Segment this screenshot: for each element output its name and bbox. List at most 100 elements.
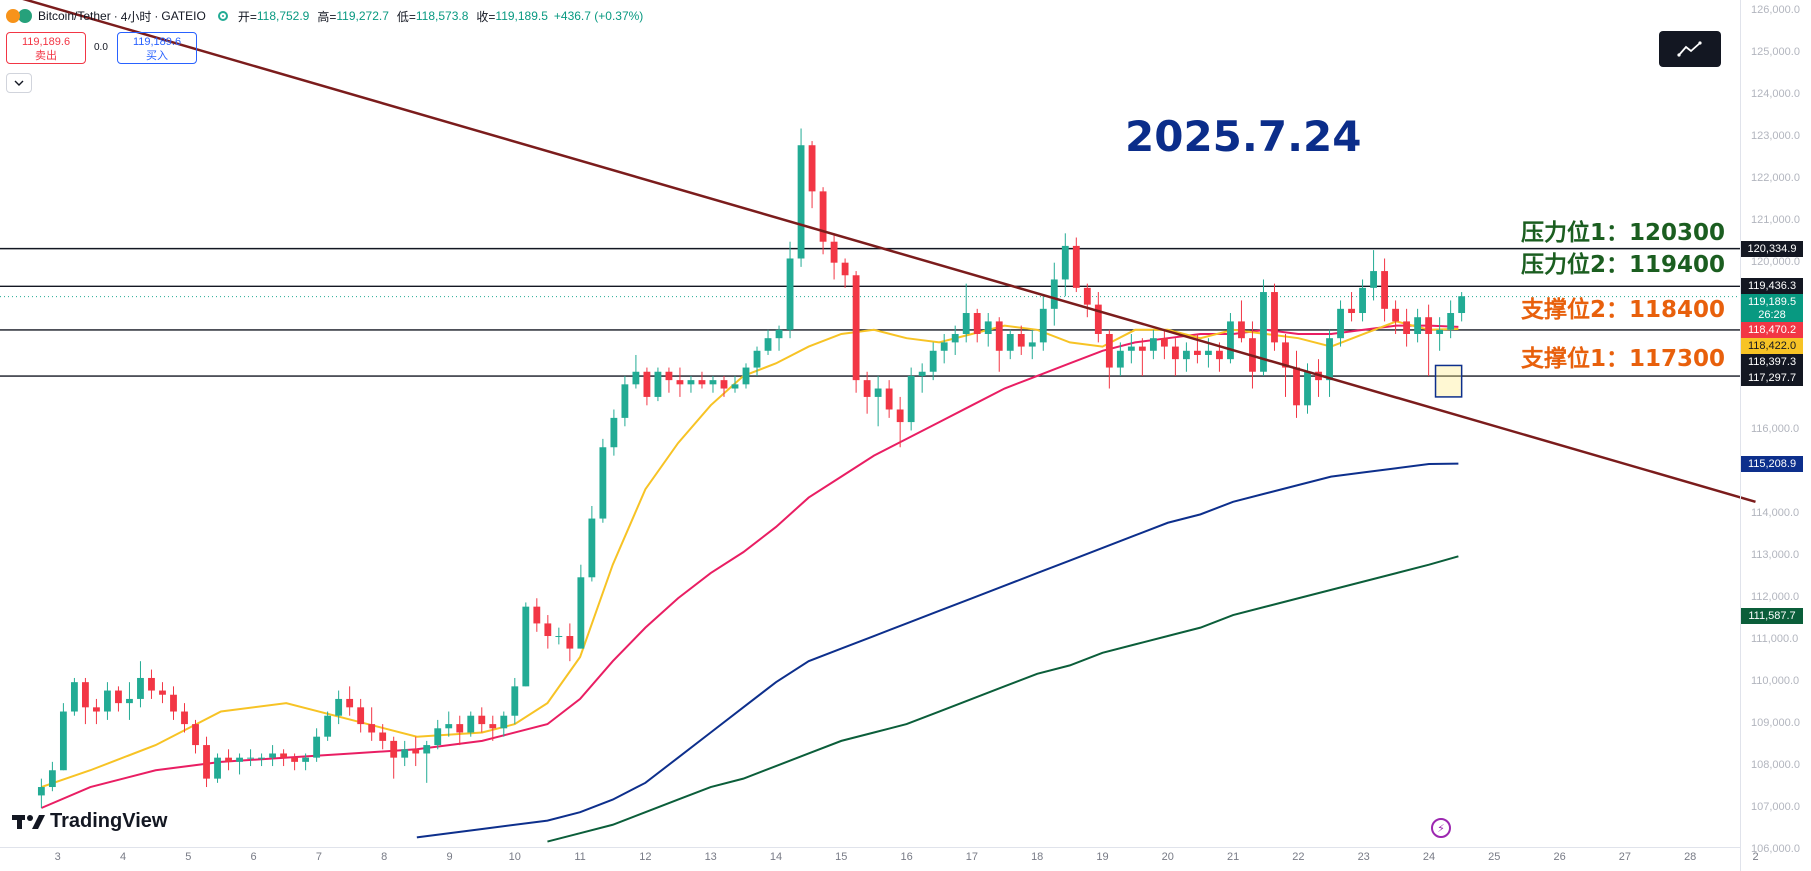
price-tick: 122,000.0 (1751, 171, 1800, 184)
candle-body (731, 384, 739, 389)
sell-price: 119,189.6 (21, 36, 71, 48)
price-tag-value: 118,470.2 (1747, 324, 1797, 337)
date-tick: 20 (1161, 851, 1174, 863)
highlight-box (1434, 364, 1463, 398)
candle-body (753, 350, 761, 368)
candle-body (852, 275, 860, 381)
price-tag-value: 117,297.7 (1747, 372, 1797, 385)
countdown-timer: 26:28 (1758, 309, 1786, 322)
candle-body (59, 711, 67, 771)
candle-body (1205, 350, 1212, 355)
drawing-tool-button[interactable] (1659, 31, 1721, 67)
candle-body (588, 518, 596, 578)
trend-line-icon (1677, 41, 1702, 57)
candle-body (522, 606, 530, 687)
interval-label[interactable]: 4小时 (120, 9, 152, 24)
candle-body (1182, 350, 1190, 360)
date-tick: 25 (1488, 851, 1501, 863)
candle-body (1006, 333, 1014, 351)
market-status-icon[interactable] (217, 11, 228, 21)
candle-body (786, 258, 794, 330)
date-tick: 3 (54, 851, 61, 863)
date-tick: 26 (1553, 851, 1566, 863)
chevron-down-icon (14, 80, 24, 86)
price-tag-value: 118,422.0 (1747, 340, 1797, 353)
candle-body (962, 313, 970, 334)
candle-body (951, 333, 959, 343)
date-tick: 4 (119, 851, 127, 863)
open-value: 118,752.9 (256, 9, 310, 23)
tradingview-logo[interactable]: TradingView (12, 810, 167, 833)
candle-body (918, 371, 926, 376)
candle-body (764, 338, 772, 351)
candle-body (863, 380, 871, 397)
buy-price: 119,189.6 (132, 36, 182, 48)
sell-button[interactable]: 119,189.6 卖出 (6, 32, 86, 64)
close-label: 收= (476, 9, 496, 24)
collapse-legend-button[interactable] (6, 73, 32, 93)
candle-body (929, 350, 937, 372)
candle-body (1359, 287, 1366, 314)
candle-body (1326, 338, 1333, 381)
candle-body (390, 740, 398, 758)
candle-body (445, 724, 453, 729)
date-tick: 21 (1226, 851, 1240, 863)
candle-body (115, 690, 122, 704)
candle-body (973, 313, 981, 334)
candle-body (434, 728, 442, 746)
candle-body (544, 623, 552, 637)
tradingview-logo-text: TradingView (50, 810, 168, 832)
date-tick: 24 (1422, 851, 1436, 863)
tradingview-logo-icon (12, 814, 45, 829)
tether-logo-icon (18, 9, 32, 23)
candle-body (808, 145, 816, 192)
date-tick: 12 (639, 851, 652, 863)
candle-body (489, 724, 497, 729)
candle-body (1458, 296, 1466, 314)
candle-body (665, 371, 673, 381)
date-annotation: 2025.7.24 (1125, 112, 1362, 161)
separator-dot: · (154, 9, 159, 23)
candle-body (93, 707, 100, 712)
date-tick: 14 (769, 851, 783, 863)
candle-body (676, 380, 684, 385)
candle-body (37, 787, 45, 796)
candle-body (742, 367, 750, 385)
price-tag-value: 115,208.9 (1747, 457, 1797, 470)
high-label: 高= (317, 9, 337, 24)
candle-body (126, 698, 133, 704)
lightning-icon[interactable]: ⚡ (1431, 818, 1451, 838)
candle-body (1293, 367, 1300, 406)
candle-body (280, 753, 288, 758)
price-tick: 108,000.0 (1751, 759, 1800, 772)
date-tick: 19 (1096, 851, 1109, 863)
open-label: 开= (237, 9, 257, 24)
candle-body (698, 380, 706, 385)
buy-label: 买入 (146, 50, 168, 62)
candle-body (984, 321, 992, 334)
candle-body (1370, 271, 1377, 288)
price-tick: 126,000.0 (1751, 4, 1800, 16)
candle-body (258, 757, 265, 759)
candle-body (1160, 338, 1168, 347)
symbol-name[interactable]: Bitcoin/Tether (38, 9, 111, 23)
candle-body (335, 698, 343, 716)
candle-body (610, 417, 618, 448)
close-value: 119,189.5 (495, 9, 548, 23)
buy-button[interactable]: 119,189.6 买入 (117, 32, 197, 64)
price-tick: 112,000.0 (1751, 591, 1800, 604)
resistance-1-label: 压力位1：120300 (1521, 220, 1726, 246)
candle-body (1392, 308, 1400, 322)
price-tick: 110,000.0 (1751, 675, 1800, 688)
separator-dot: · (113, 9, 118, 23)
price-tick: 125,000.0 (1751, 45, 1800, 58)
candle-body (412, 749, 420, 754)
price-tag: 111,587.7 (1741, 607, 1803, 624)
candle-body (1216, 350, 1223, 360)
candle-body (82, 682, 89, 708)
time-axis-border (0, 847, 1740, 848)
date-tick: 13 (704, 851, 717, 863)
candle-body (1337, 308, 1344, 339)
candle-body (511, 686, 519, 716)
